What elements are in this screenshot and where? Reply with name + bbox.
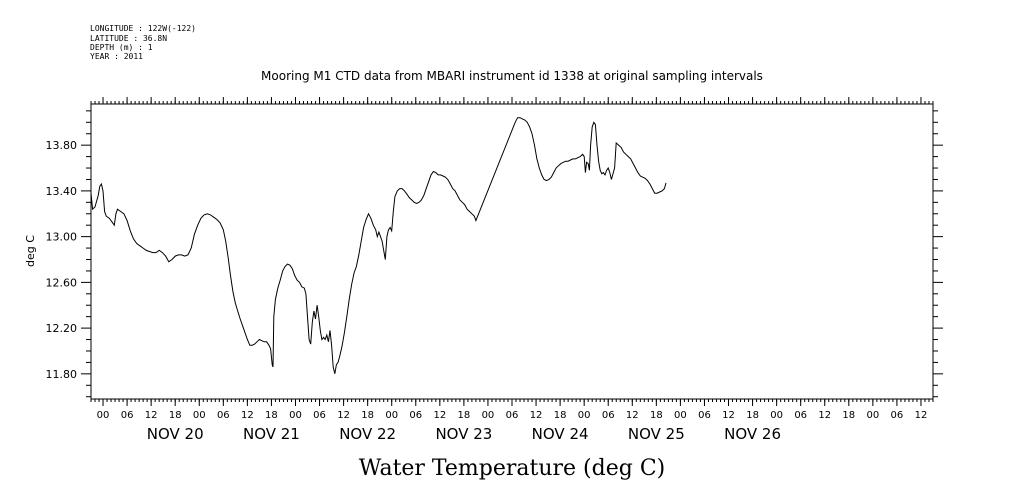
x-day-label: NOV 22 [339, 425, 396, 443]
x-hour-label: 18 [361, 410, 374, 421]
x-day-label: NOV 21 [243, 425, 300, 443]
x-hour-label: 06 [891, 410, 904, 421]
x-hour-label: 00 [578, 410, 591, 421]
x-day-label: NOV 20 [147, 425, 204, 443]
x-hour-label: 06 [217, 410, 230, 421]
latitude-label: LATITUDE : 36.8N [90, 34, 167, 43]
x-hour-label: 00 [385, 410, 398, 421]
y-tick-labels: 11.80 12.20 12.60 13.00 13.40 13.80 [46, 139, 78, 381]
x-axis-label: Water Temperature (deg C) [359, 456, 666, 481]
plot-frame [90, 103, 934, 400]
x-hour-label: 12 [626, 410, 639, 421]
chart-title: Mooring M1 CTD data from MBARI instrumen… [261, 69, 763, 83]
x-day-label: NOV 26 [724, 425, 781, 443]
x-day-label: NOV 24 [532, 425, 589, 443]
series-line [90, 117, 667, 374]
x-hour-label: 06 [313, 410, 326, 421]
y-tick-label: 13.80 [46, 139, 78, 152]
x-hour-label: 06 [506, 410, 519, 421]
x-hour-label: 18 [554, 410, 567, 421]
longitude-label: LONGITUDE : 122W(-122) [90, 24, 196, 33]
x-hour-label: 12 [818, 410, 831, 421]
x-hour-label: 12 [915, 410, 928, 421]
x-hour-label: 06 [602, 410, 615, 421]
year-label: YEAR : 2011 [90, 52, 143, 61]
y-tick-label: 13.00 [46, 231, 78, 244]
x-hour-label: 06 [698, 410, 711, 421]
y-tick-label: 11.80 [46, 368, 78, 381]
x-hour-label: 12 [722, 410, 735, 421]
x-hour-label: 18 [169, 410, 182, 421]
x-day-label: NOV 23 [435, 425, 492, 443]
y-tick-label: 12.20 [46, 322, 78, 335]
x-hour-label: 18 [746, 410, 759, 421]
x-hour-label: 06 [794, 410, 807, 421]
x-hour-label: 00 [866, 410, 879, 421]
x-day-labels: NOV 20 NOV 21 NOV 22 NOV 23 NOV 24 NOV 25 NOV … [147, 425, 781, 443]
y-tick-label: 13.40 [46, 185, 78, 198]
x-tick-labels: 00 06 12 18 00 06 12 18 00 06 12 18 00 06 12 18 00 06 12 18… [97, 410, 928, 421]
x-hour-label: 00 [97, 410, 110, 421]
x-day-label: NOV 25 [628, 425, 685, 443]
x-hour-label: 18 [650, 410, 663, 421]
x-hour-label: 00 [193, 410, 206, 421]
y-tick-label: 12.60 [46, 276, 78, 289]
x-hour-label: 06 [409, 410, 422, 421]
x-hour-label: 18 [265, 410, 278, 421]
x-hour-label: 12 [145, 410, 158, 421]
axis-ticks [81, 97, 943, 406]
x-hour-label: 06 [121, 410, 134, 421]
x-hour-label: 12 [530, 410, 543, 421]
x-hour-label: 00 [770, 410, 783, 421]
x-hour-label: 12 [337, 410, 350, 421]
x-hour-label: 00 [482, 410, 495, 421]
x-hour-label: 12 [241, 410, 254, 421]
x-hour-label: 12 [433, 410, 446, 421]
depth-label: DEPTH (m) : 1 [90, 43, 153, 52]
x-hour-label: 18 [458, 410, 471, 421]
y-axis-label: deg C [24, 235, 37, 267]
x-hour-label: 00 [674, 410, 687, 421]
x-hour-label: 00 [289, 410, 302, 421]
x-hour-label: 18 [842, 410, 855, 421]
